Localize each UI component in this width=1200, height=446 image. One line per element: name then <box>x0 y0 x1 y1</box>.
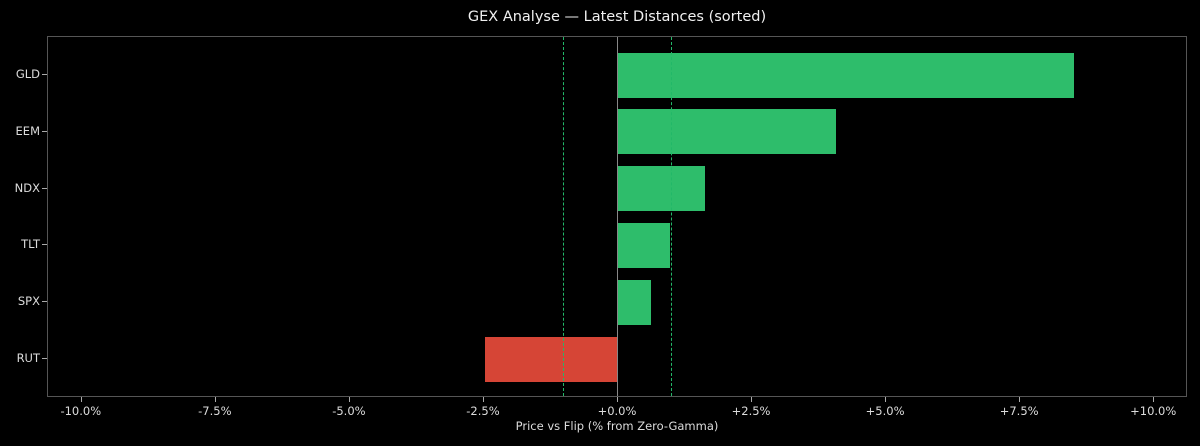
y-tick-label: TLT <box>21 237 40 252</box>
x-tick <box>617 397 618 402</box>
y-tick <box>42 130 47 132</box>
x-tick <box>751 397 753 402</box>
x-tick-label: -10.0% <box>60 404 102 418</box>
y-tick <box>42 187 47 189</box>
x-tick-label: -2.5% <box>466 404 500 418</box>
x-tick <box>482 397 484 402</box>
x-tick-label: +0.0% <box>597 404 637 418</box>
x-tick-label: +7.5% <box>999 404 1039 418</box>
y-tick <box>42 74 47 75</box>
x-tick-label: +10.0% <box>1130 404 1177 418</box>
x-tick <box>214 397 216 402</box>
chart-title: GEX Analyse — Latest Distances (sorted) <box>467 9 767 25</box>
bar-ndx <box>618 166 705 212</box>
x-tick <box>80 397 82 402</box>
y-tick <box>42 301 47 303</box>
x-tick-label: +5.0% <box>865 404 905 418</box>
y-tick-label: EEM <box>15 123 40 138</box>
bar-tlt <box>618 222 670 268</box>
x-tick <box>1019 397 1021 402</box>
x-tick-label: +2.5% <box>731 404 771 418</box>
y-tick <box>42 358 47 359</box>
y-tick-label: GLD <box>15 67 40 81</box>
x-tick-label: -7.5% <box>198 404 232 418</box>
x-axis-label: Price vs Flip (% from Zero-Gamma) <box>515 419 719 433</box>
plot-area <box>47 36 1187 397</box>
bar-eem <box>618 109 837 155</box>
y-tick-label: RUT <box>16 351 40 365</box>
y-tick-label: SPX <box>17 294 40 309</box>
threshold-line <box>670 37 672 396</box>
x-tick <box>1153 397 1155 402</box>
y-tick-label: NDX <box>14 180 40 195</box>
x-tick-label: -5.0% <box>332 404 366 418</box>
threshold-line <box>563 37 565 396</box>
bar-spx <box>618 279 652 325</box>
y-tick <box>42 244 47 246</box>
bar-rut <box>485 336 618 382</box>
bar-gld <box>618 52 1075 98</box>
x-tick <box>348 397 350 402</box>
x-tick <box>885 397 887 402</box>
zero-line <box>617 37 618 396</box>
